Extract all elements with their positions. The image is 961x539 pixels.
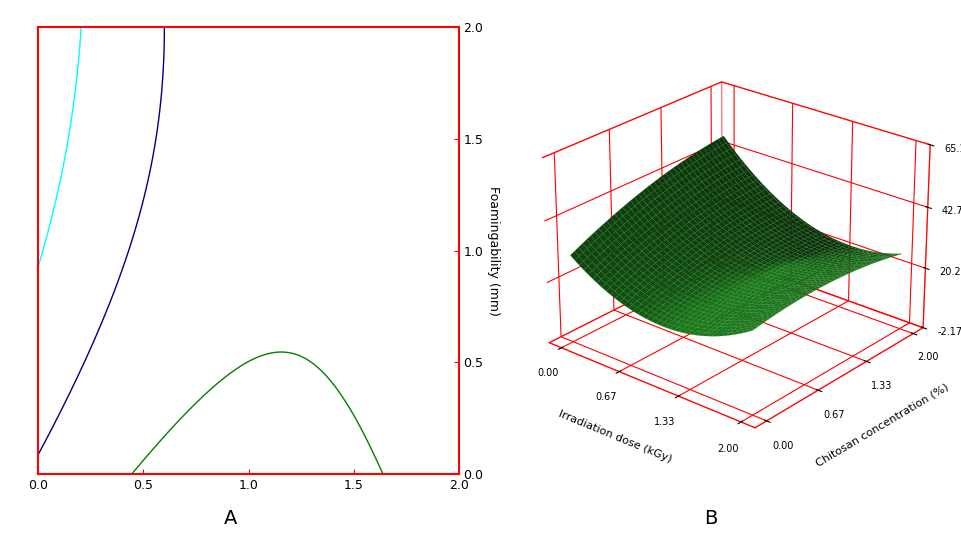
Y-axis label: Foamingability (mm): Foamingability (mm): [487, 186, 500, 315]
X-axis label: Irradiation dose (kGy): Irradiation dose (kGy): [556, 409, 673, 464]
Text: A: A: [224, 509, 237, 528]
Y-axis label: Chitosan concentration (%): Chitosan concentration (%): [814, 382, 950, 468]
Text: B: B: [704, 509, 718, 528]
